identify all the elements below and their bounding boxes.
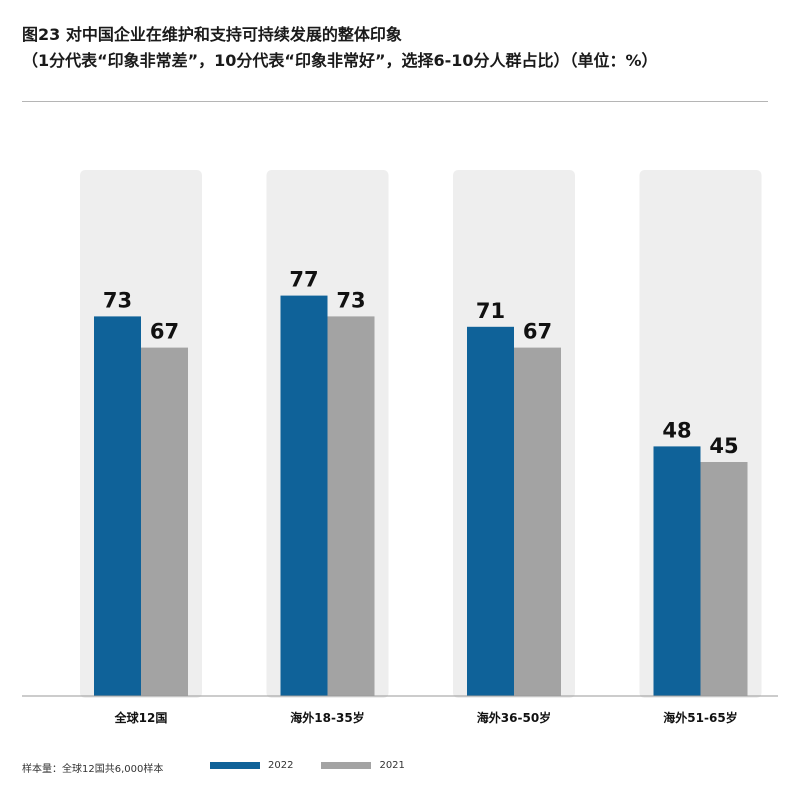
- title-divider: [22, 101, 768, 102]
- data-label-2021: 73: [336, 288, 365, 312]
- chart-title: 图23 对中国企业在维护和支持可持续发展的整体印象 （1分代表“印象非常差”，1…: [22, 22, 782, 74]
- category-label: 全球12国: [114, 710, 168, 725]
- data-label-2022: 77: [289, 268, 318, 292]
- legend-swatch-2021: [321, 762, 372, 769]
- legend-item-2022: 2022: [210, 760, 293, 771]
- bar-2021: [141, 347, 188, 696]
- chart-title-line-1: 图23 对中国企业在维护和支持可持续发展的整体印象: [22, 25, 402, 44]
- data-label-2022: 71: [476, 299, 505, 323]
- bar-2022: [467, 326, 514, 696]
- data-label-2021: 67: [523, 320, 552, 344]
- legend-item-2021: 2021: [321, 760, 405, 771]
- legend-label-2022: 2022: [268, 760, 294, 771]
- legend-label-2021: 2021: [379, 760, 405, 771]
- bar-2021: [327, 316, 375, 696]
- bar-2022: [653, 446, 701, 696]
- bar-2022: [94, 316, 141, 696]
- chart-subtitle: （1分代表“印象非常差”，10分代表“印象非常好”，选择6-10分人群占比）（单…: [22, 51, 658, 70]
- data-label-2022: 48: [662, 418, 691, 442]
- legend-swatch-2022: [210, 762, 260, 769]
- data-label-2022: 73: [103, 288, 132, 312]
- category-label: 海外18-35岁: [290, 710, 364, 725]
- category-label: 海外51-65岁: [663, 710, 737, 725]
- bar-2021: [700, 462, 748, 696]
- data-label-2021: 45: [709, 434, 738, 458]
- bar-2022: [280, 295, 328, 696]
- chart-legend: 2022 2021: [210, 760, 433, 771]
- bar-2021: [514, 347, 561, 696]
- data-label-2021: 67: [150, 320, 179, 344]
- category-label: 海外36-50岁: [477, 710, 551, 725]
- sample-size-note: 样本量：全球12国共6,000样本: [22, 764, 164, 775]
